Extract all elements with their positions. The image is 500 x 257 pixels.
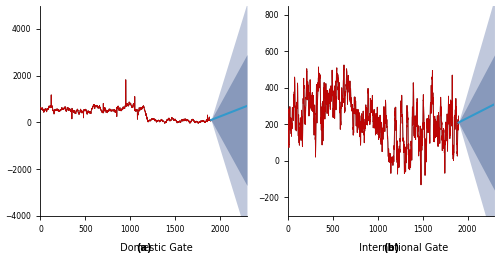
Text: Domestic Gate: Domestic Gate: [117, 243, 192, 253]
Text: International Gate: International Gate: [356, 243, 448, 253]
Text: (b): (b): [383, 243, 400, 253]
Text: (a): (a): [136, 243, 152, 253]
